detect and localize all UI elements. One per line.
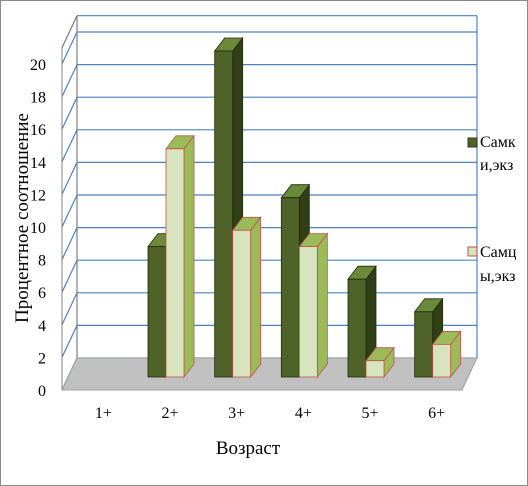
gridline-side [61,292,78,326]
bar-front [214,50,234,378]
legend-swatch-females [467,137,478,148]
x-tick-label: 5+ [361,405,378,422]
y-tick-label: 4 [38,318,46,335]
gridline-side [61,162,78,195]
x-axis-title: Возраст [216,438,281,459]
y-tick-label: 2 [38,350,46,367]
legend: Самк и,экз Самц ы,экз [467,134,517,285]
y-tick-label: 0 [38,383,46,400]
bar [431,330,462,379]
bar-side [316,232,328,379]
gridline-side [61,129,78,163]
legend-swatch-males [467,246,478,257]
y-tick-label: 10 [30,220,46,237]
x-axis-ticks: 1+ 2+ 3+ 4+ 5+ 6+ [95,405,445,422]
y-tick-label: 14 [30,155,46,172]
gridline-side [61,259,78,293]
bar-front [414,311,434,378]
bar-side [183,134,195,379]
bar [298,232,329,379]
y-tick-label: 18 [30,90,46,107]
gridline-side [61,64,78,97]
y-tick-label: 8 [38,253,46,270]
bar-front [147,246,167,378]
bar-front [165,148,185,378]
gridline-side [61,31,78,65]
x-tick-label: 1+ [95,405,112,422]
x-tick-label: 4+ [295,405,312,422]
legend-label-females-line1: Самк [480,134,516,151]
bar-front [365,360,385,378]
bar-front [298,246,318,378]
x-tick-label: 3+ [228,405,245,422]
bar-front [280,197,300,378]
gridline-side [61,96,78,130]
bar-front [432,343,452,378]
gridline-side [61,194,78,228]
x-tick-label: 2+ [161,405,178,422]
legend-label-females-line2: и,экз [480,157,513,174]
side-wall [61,15,78,391]
y-tick-label: 6 [38,285,46,302]
bar [165,134,195,379]
bar-group [147,36,462,379]
gridline-side [61,227,78,260]
y-tick-label: 16 [30,122,46,139]
gridline-side [61,325,78,358]
legend-label-males-line1: Самц [480,244,517,261]
legend-label-males-line2: ы,экз [480,268,516,285]
bar-front [232,229,252,378]
y-tick-label: 12 [30,187,46,204]
bar-side [250,216,262,379]
y-axis-ticks: 0 2 4 6 8 10 12 14 16 18 20 [30,57,46,400]
bar [347,265,377,379]
bar [231,216,262,379]
bar [365,346,395,379]
x-tick-label: 6+ [428,405,445,422]
bar-front [347,278,367,378]
y-tick-label: 20 [30,57,46,74]
y-axis-title: Процентное соотношение [12,113,33,323]
